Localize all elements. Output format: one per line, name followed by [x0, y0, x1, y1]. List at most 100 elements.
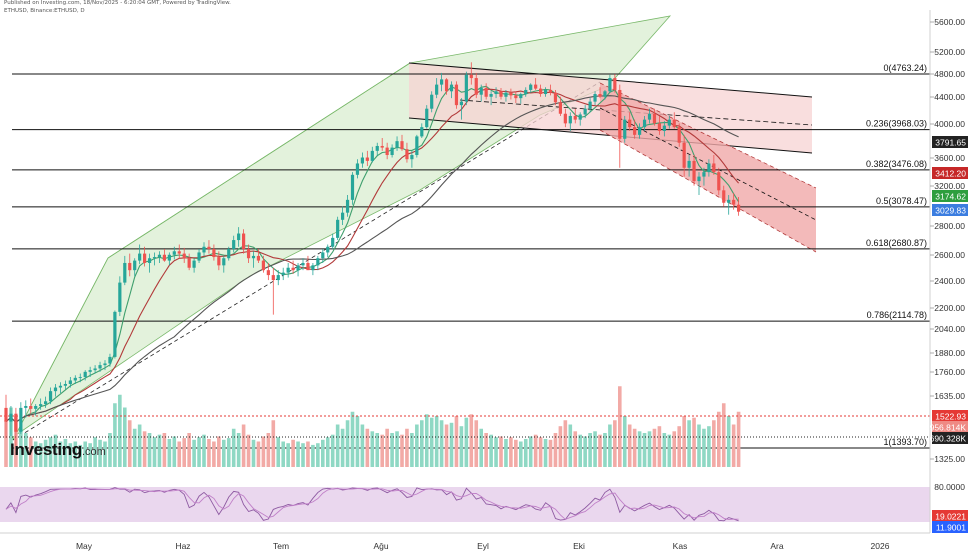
volume-bar	[330, 434, 335, 467]
volume-bar	[598, 434, 602, 467]
candle-body	[53, 387, 58, 392]
candle-body	[558, 102, 562, 114]
volume-bar	[68, 443, 73, 467]
candle-body	[702, 172, 706, 177]
volume-bar	[548, 439, 553, 467]
volume-bar	[187, 433, 191, 467]
volume-bar	[434, 416, 439, 467]
candle-body	[464, 74, 468, 102]
candle-body	[598, 94, 602, 97]
candle-body	[341, 212, 345, 220]
volume-bar	[355, 416, 360, 467]
volume-bar	[395, 431, 399, 467]
volume-bar	[454, 416, 459, 467]
candle-body	[603, 91, 607, 97]
candle-body	[24, 405, 28, 408]
stoch-tick-label: 80.0000	[934, 482, 965, 492]
candle-body	[182, 253, 186, 259]
candle-body	[687, 160, 691, 168]
candle-body	[266, 270, 270, 276]
volume-bar	[523, 438, 528, 467]
volume-bar	[424, 414, 429, 467]
volume-bar	[83, 441, 87, 467]
candle-body	[63, 383, 67, 386]
volume-bar	[127, 420, 132, 467]
candle-body	[212, 249, 216, 258]
volume-bar	[152, 437, 157, 467]
candle-body	[524, 89, 528, 95]
volume-bar	[212, 441, 216, 467]
volume-bar	[593, 431, 597, 467]
candle-body	[311, 265, 315, 271]
volume-bar	[38, 443, 43, 467]
x-tick-label: 2026	[871, 541, 890, 551]
volume-bar	[9, 407, 13, 467]
candle-body	[133, 260, 137, 271]
candle-body	[385, 147, 389, 156]
candle-body	[34, 405, 38, 409]
candle-body	[14, 413, 18, 432]
candle-body	[593, 94, 597, 102]
candle-body	[39, 404, 43, 406]
volume-bar	[514, 439, 518, 467]
candle-body	[420, 127, 424, 137]
candle-body	[281, 272, 285, 276]
candle-body	[737, 204, 741, 212]
candle-body	[48, 391, 53, 402]
x-tick-label: Eki	[573, 541, 585, 551]
volume-bar	[504, 438, 508, 467]
candle-body	[192, 260, 196, 268]
candle-body	[58, 385, 63, 388]
volume-bar	[306, 441, 310, 467]
candle-body	[727, 199, 731, 203]
candle-body	[380, 145, 384, 148]
volume-bar	[24, 433, 28, 467]
volume-tag-bg	[932, 421, 968, 433]
fib-label: 1(1393.70)	[883, 437, 927, 447]
volume-bar	[702, 428, 706, 467]
candle-body	[707, 163, 711, 173]
volume-bar	[528, 436, 533, 467]
volume-bar	[236, 433, 241, 467]
candle-body	[326, 246, 330, 253]
published-note: Published on Investing.com, 18/Nov/2025 …	[4, 0, 231, 6]
price-tag: 3791.65	[935, 138, 966, 148]
volume-bar	[291, 439, 295, 467]
candle-body	[350, 174, 355, 200]
price-tag: 3174.62	[935, 192, 966, 202]
stoch-d-line	[5, 487, 739, 521]
candle-body	[425, 108, 429, 128]
x-tick-label: Eyl	[477, 541, 489, 551]
volume-bar	[449, 422, 454, 467]
candle-body	[548, 89, 553, 93]
volume-bar	[365, 428, 370, 467]
volume-bar	[543, 438, 548, 467]
volume-bar	[608, 424, 612, 467]
volume-bar	[420, 420, 424, 467]
price-tag: 3029.83	[935, 206, 966, 216]
candle-body	[147, 258, 152, 263]
candle-body	[246, 249, 251, 259]
candle-body	[494, 91, 498, 95]
volume-bar	[271, 420, 276, 467]
candle-body	[613, 78, 617, 90]
volume-bar	[172, 436, 177, 467]
volume-bar	[721, 403, 726, 467]
volume-bar	[246, 434, 251, 467]
up-channel-lower	[12, 257, 109, 441]
candle-body	[73, 377, 77, 381]
investing-logo: Investing.com	[10, 440, 106, 460]
volume-bar	[375, 433, 380, 467]
candle-body	[405, 149, 409, 160]
volume-bar	[301, 443, 305, 467]
candle-body	[321, 252, 325, 259]
candle-body	[78, 376, 82, 378]
volume-bar	[736, 411, 741, 467]
candle-body	[207, 246, 211, 250]
volume-bar	[603, 433, 607, 467]
volume-bar	[202, 434, 206, 467]
candle-body	[534, 84, 538, 89]
volume-bar	[350, 411, 355, 467]
volume-bar	[415, 424, 419, 467]
candle-body	[390, 147, 394, 156]
